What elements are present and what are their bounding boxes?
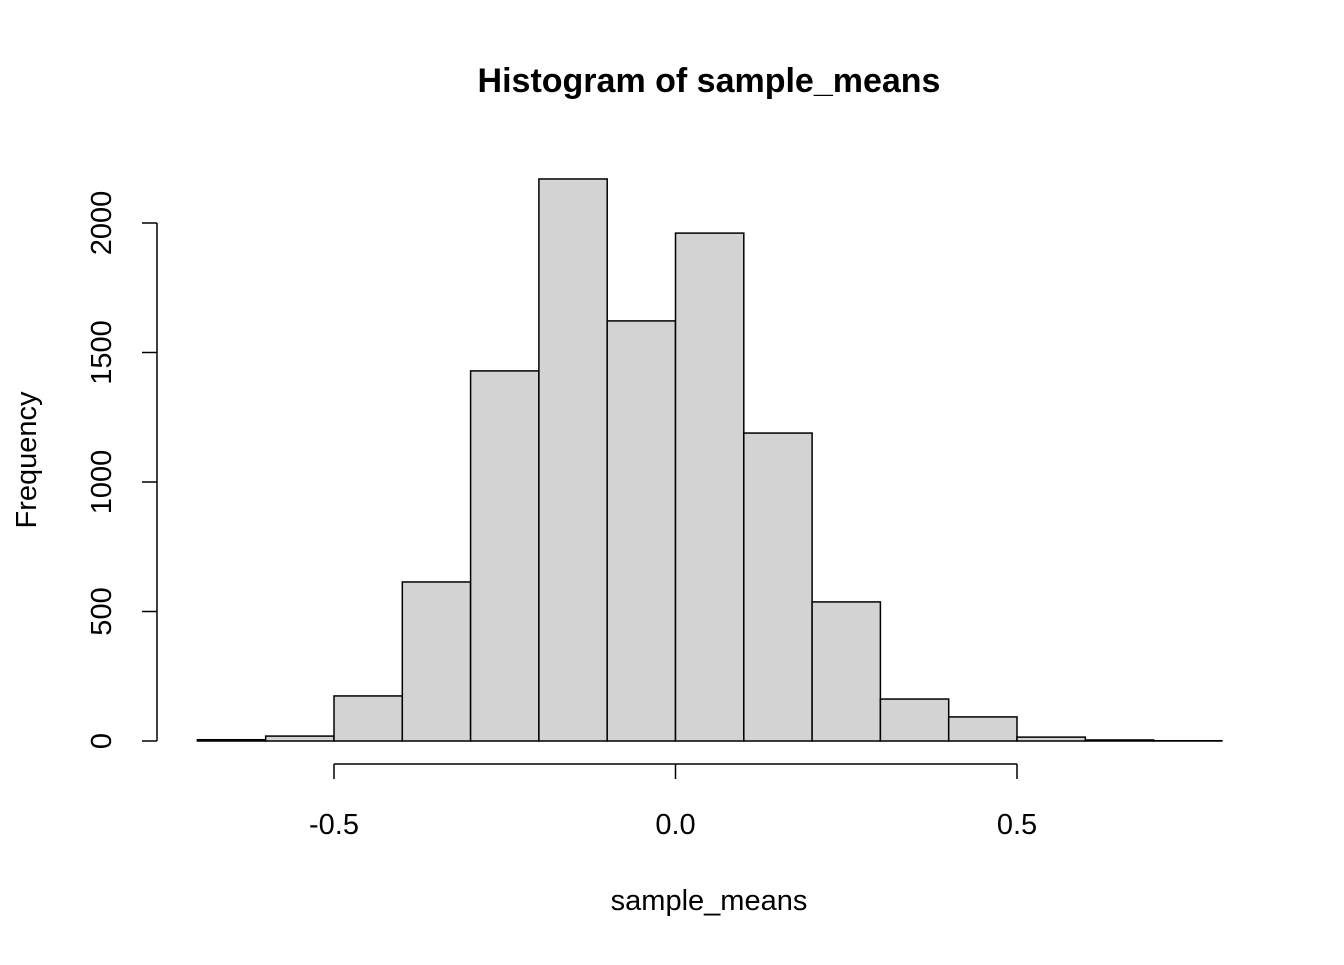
bar xyxy=(1017,737,1085,741)
y-tick-label: 500 xyxy=(86,587,118,635)
bar xyxy=(539,179,607,741)
y-tick-label: 1500 xyxy=(86,320,118,385)
bar xyxy=(744,433,812,741)
bar xyxy=(676,233,744,741)
bar xyxy=(197,740,265,741)
bar xyxy=(812,602,880,741)
bar xyxy=(266,736,334,741)
y-axis-label: Frequency xyxy=(11,391,43,529)
x-axis-label: sample_means xyxy=(611,885,808,917)
bar xyxy=(1085,740,1153,741)
bar xyxy=(334,696,402,741)
x-tick-label: -0.5 xyxy=(309,809,359,841)
chart-title: Histogram of sample_means xyxy=(478,62,941,100)
y-tick-label: 0 xyxy=(86,733,118,749)
bar xyxy=(471,371,539,741)
y-tick-label: 2000 xyxy=(86,191,118,256)
bar xyxy=(402,582,470,741)
x-tick-label: 0.0 xyxy=(655,809,695,841)
y-tick-label: 1000 xyxy=(86,450,118,515)
bar xyxy=(607,321,675,741)
x-tick-label: 0.5 xyxy=(997,809,1037,841)
bar xyxy=(949,717,1017,741)
bar xyxy=(880,699,948,741)
